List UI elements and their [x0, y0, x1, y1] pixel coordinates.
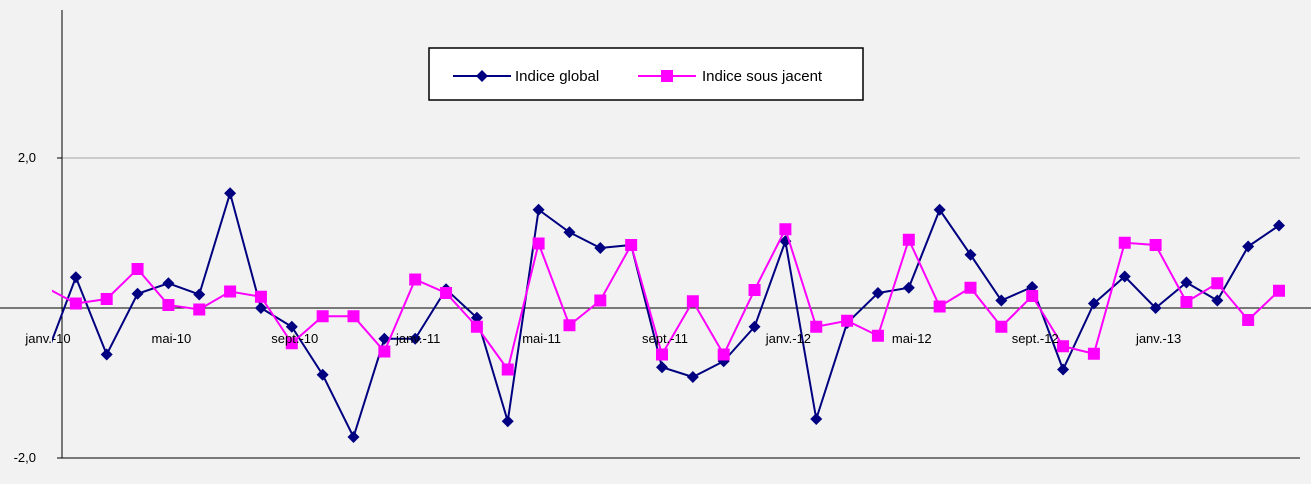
data-point-indice-sous-jacent	[779, 223, 792, 236]
data-point-indice-sous-jacent	[254, 290, 267, 303]
data-point-indice-sous-jacent	[347, 310, 360, 323]
data-point-indice-sous-jacent	[1180, 296, 1193, 308]
data-point-indice-sous-jacent	[285, 337, 298, 350]
data-point-indice-global	[285, 320, 298, 333]
data-point-indice-sous-jacent	[748, 284, 761, 296]
data-point-indice-sous-jacent	[131, 263, 144, 275]
series-layer	[39, 187, 1285, 443]
data-point-indice-sous-jacent	[1273, 284, 1285, 297]
data-point-indice-sous-jacent	[470, 320, 483, 333]
y-tick-label: -2,0	[14, 450, 36, 465]
data-point-indice-sous-jacent	[1057, 340, 1070, 353]
data-point-indice-global	[902, 281, 915, 294]
data-point-indice-sous-jacent	[532, 237, 545, 250]
data-point-indice-global	[378, 332, 391, 345]
x-tick-label: janv.-12	[765, 331, 811, 346]
data-point-indice-global	[1180, 276, 1193, 289]
data-point-indice-global	[563, 226, 576, 239]
data-point-indice-global	[964, 248, 977, 261]
data-point-indice-sous-jacent	[902, 233, 915, 246]
data-point-indice-sous-jacent	[409, 273, 422, 286]
data-point-indice-sous-jacent	[1026, 290, 1039, 302]
x-tick-label: janv.-13	[1135, 331, 1181, 346]
data-point-indice-sous-jacent	[625, 239, 638, 251]
x-tick-label: mai-10	[152, 331, 192, 346]
data-point-indice-sous-jacent	[656, 348, 668, 361]
data-point-indice-sous-jacent	[501, 363, 514, 376]
data-point-indice-global	[100, 348, 113, 361]
data-point-indice-global	[1087, 297, 1100, 310]
data-point-indice-sous-jacent	[1242, 314, 1255, 326]
data-point-indice-global	[254, 302, 267, 314]
data-point-indice-sous-jacent	[69, 297, 82, 310]
data-point-indice-global	[532, 203, 545, 216]
data-point-indice-sous-jacent	[440, 287, 453, 299]
data-point-indice-sous-jacent	[871, 329, 884, 342]
data-point-indice-global	[224, 187, 237, 200]
x-tick-label: mai-11	[522, 331, 561, 346]
data-point-indice-sous-jacent	[810, 320, 823, 333]
x-tick-label: sept.-10	[271, 331, 318, 346]
data-point-indice-sous-jacent	[594, 294, 607, 307]
data-point-indice-global	[995, 294, 1008, 307]
legend-marker-indice-global	[476, 70, 488, 82]
data-point-indice-sous-jacent	[841, 314, 854, 327]
data-point-indice-global	[1211, 294, 1224, 307]
data-point-indice-global	[347, 431, 360, 443]
data-point-indice-global	[501, 415, 514, 428]
data-point-indice-sous-jacent	[933, 300, 946, 313]
data-point-indice-sous-jacent	[1118, 236, 1131, 249]
data-point-indice-global	[594, 242, 607, 254]
data-point-indice-sous-jacent	[316, 310, 329, 323]
data-point-indice-global	[162, 277, 175, 290]
data-point-indice-sous-jacent	[563, 319, 576, 332]
x-tick-label: janv.-10	[24, 331, 70, 346]
data-point-indice-global	[810, 413, 823, 425]
data-point-indice-global	[686, 371, 699, 383]
legend-label-indice-sous-jacent: Indice sous jacent	[702, 68, 823, 85]
data-point-indice-global	[871, 287, 884, 299]
x-tick-label: mai-12	[892, 331, 932, 346]
x-tick-label: sept.-11	[642, 331, 688, 346]
data-point-indice-global	[316, 368, 329, 381]
data-point-indice-global	[193, 288, 206, 301]
data-point-indice-global	[131, 287, 144, 300]
data-point-indice-global	[748, 320, 761, 333]
data-point-indice-global	[39, 353, 51, 365]
data-point-indice-global	[1057, 363, 1070, 376]
data-point-indice-sous-jacent	[100, 293, 113, 305]
legend-box	[428, 47, 864, 101]
x-tick-label: sept.-12	[1012, 331, 1059, 346]
series-indice-global	[39, 187, 1285, 443]
data-point-indice-sous-jacent	[378, 345, 391, 358]
data-point-indice-global	[933, 203, 946, 216]
data-point-indice-sous-jacent	[1211, 277, 1224, 290]
data-point-indice-sous-jacent	[1149, 239, 1162, 251]
y-tick-label: 2,0	[18, 150, 36, 165]
data-point-indice-sous-jacent	[39, 281, 51, 293]
data-point-indice-global	[1118, 270, 1131, 283]
legend: Indice global Indice sous jacent	[428, 47, 864, 101]
data-point-indice-global	[656, 361, 668, 374]
legend-marker-indice-sous-jacent	[661, 70, 673, 82]
data-point-indice-sous-jacent	[162, 299, 175, 311]
series-indice-sous-jacent	[39, 223, 1285, 376]
data-point-indice-global	[1273, 219, 1285, 232]
data-point-indice-sous-jacent	[964, 281, 977, 294]
data-point-indice-sous-jacent	[193, 303, 206, 316]
data-point-indice-sous-jacent	[224, 285, 237, 298]
data-point-indice-global	[1242, 240, 1255, 253]
tick-labels: 2,0 -2,0 janv.-10 mai-10 sept.-10 janv.-11 mai…	[14, 150, 1182, 465]
data-point-indice-sous-jacent	[1087, 347, 1100, 360]
data-point-indice-sous-jacent	[717, 348, 730, 361]
legend-label-indice-global: Indice global	[515, 68, 599, 85]
data-point-indice-global	[69, 271, 82, 284]
data-point-indice-sous-jacent	[995, 320, 1008, 333]
data-point-indice-global	[1149, 302, 1162, 314]
data-point-indice-global	[409, 332, 422, 345]
data-point-indice-sous-jacent	[686, 295, 699, 308]
x-tick-label: janv.-11	[395, 331, 440, 346]
